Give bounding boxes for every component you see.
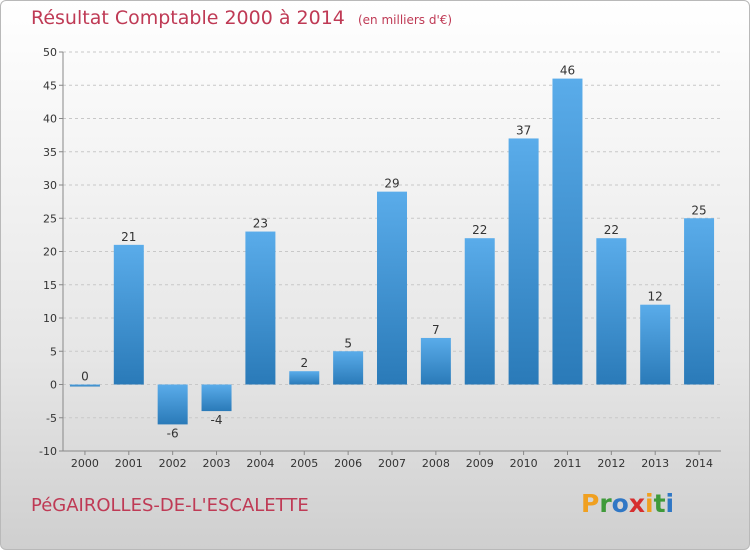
x-tick-label: 2004 bbox=[246, 457, 274, 470]
x-tick-label: 2005 bbox=[290, 457, 318, 470]
y-tick-label: 50 bbox=[43, 46, 57, 59]
x-tick-label: 2010 bbox=[510, 457, 538, 470]
logo-letter: P bbox=[581, 489, 600, 518]
y-tick-label: 30 bbox=[43, 179, 57, 192]
bar bbox=[596, 238, 627, 385]
chart-title: Résultat Comptable 2000 à 2014 bbox=[31, 7, 345, 29]
y-tick-label: 0 bbox=[50, 379, 57, 392]
y-tick-label: 25 bbox=[43, 212, 57, 225]
bar bbox=[333, 351, 364, 385]
y-tick-label: 10 bbox=[43, 312, 57, 325]
x-tick-label: 2009 bbox=[466, 457, 494, 470]
x-tick-label: 2014 bbox=[685, 457, 713, 470]
y-tick-label: -5 bbox=[46, 412, 57, 425]
x-tick-label: 2012 bbox=[597, 457, 625, 470]
x-tick-label: 2000 bbox=[71, 457, 99, 470]
bar bbox=[113, 244, 144, 385]
bar bbox=[201, 384, 232, 412]
y-tick-label: 40 bbox=[43, 113, 57, 126]
data-label: 37 bbox=[516, 123, 531, 137]
data-label: 0 bbox=[81, 370, 89, 384]
bar bbox=[69, 384, 100, 387]
place-name: PéGAIROLLES-DE-L'ESCALETTE bbox=[31, 495, 309, 516]
data-label: 2 bbox=[300, 356, 308, 370]
x-tick-label: 2006 bbox=[334, 457, 362, 470]
bar bbox=[289, 371, 320, 385]
bar bbox=[508, 138, 539, 385]
data-label: 46 bbox=[560, 64, 575, 78]
data-label: 5 bbox=[344, 336, 352, 350]
y-tick-label: 20 bbox=[43, 246, 57, 259]
y-tick-label: 15 bbox=[43, 279, 57, 292]
y-tick-label: -10 bbox=[39, 445, 57, 458]
data-label: 21 bbox=[121, 230, 136, 244]
data-label: 23 bbox=[253, 217, 268, 231]
data-label: 25 bbox=[691, 203, 706, 217]
x-tick-label: 2003 bbox=[203, 457, 231, 470]
x-tick-label: 2007 bbox=[378, 457, 406, 470]
bar bbox=[464, 238, 495, 385]
logo-letter: i bbox=[665, 489, 675, 518]
logo-letter: x bbox=[628, 489, 645, 518]
bar bbox=[377, 191, 407, 385]
logo-letter: o bbox=[611, 489, 629, 518]
data-label: 12 bbox=[648, 290, 663, 304]
x-tick-label: 2013 bbox=[641, 457, 669, 470]
title-row: Résultat Comptable 2000 à 2014 (en milli… bbox=[31, 7, 452, 29]
data-label: 22 bbox=[472, 223, 487, 237]
y-tick-label: 45 bbox=[43, 79, 57, 92]
proxiti-logo: Proxiti bbox=[581, 489, 674, 518]
bar bbox=[420, 337, 451, 385]
x-tick-label: 2002 bbox=[159, 457, 187, 470]
logo-letter: t bbox=[653, 489, 666, 518]
logo-letter: i bbox=[645, 489, 654, 518]
x-tick-label: 2008 bbox=[422, 457, 450, 470]
y-tick-label: 35 bbox=[43, 146, 57, 159]
bar bbox=[245, 231, 276, 385]
x-tick-label: 2001 bbox=[115, 457, 143, 470]
data-label: -6 bbox=[167, 426, 179, 440]
bar bbox=[640, 304, 671, 385]
y-tick-label: 5 bbox=[50, 345, 57, 358]
data-label: 29 bbox=[384, 177, 399, 191]
x-tick-label: 2011 bbox=[553, 457, 581, 470]
bar bbox=[684, 218, 715, 385]
bar bbox=[552, 78, 583, 385]
data-label: 7 bbox=[432, 323, 440, 337]
chart-unit-note: (en milliers d'€) bbox=[357, 13, 453, 27]
data-label: -4 bbox=[211, 413, 223, 427]
logo-letter: r bbox=[599, 489, 612, 518]
data-label: 22 bbox=[604, 223, 619, 237]
bar bbox=[157, 384, 188, 425]
